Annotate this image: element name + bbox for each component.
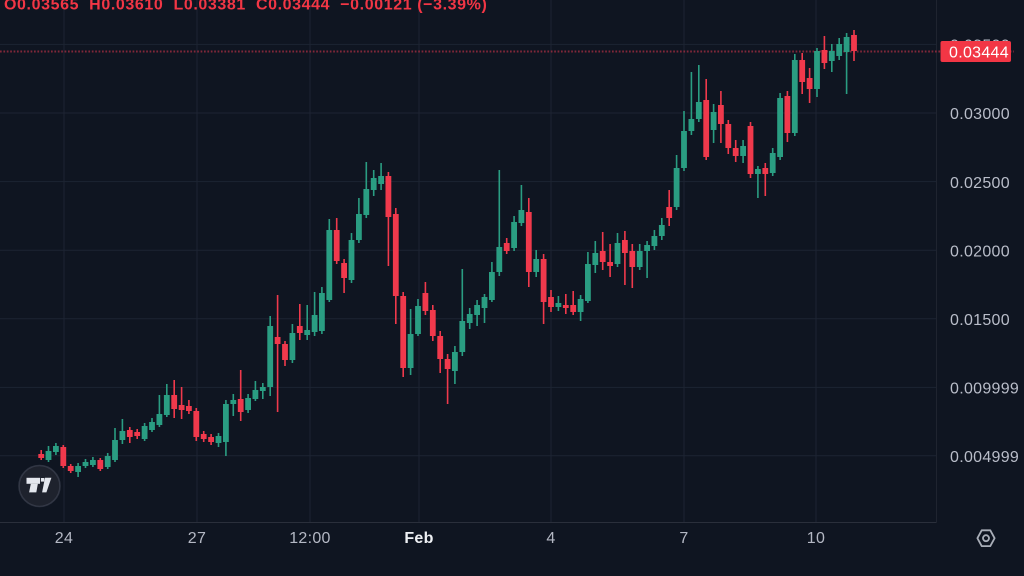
svg-text:0.03444: 0.03444: [949, 45, 1009, 62]
svg-text:0.03000: 0.03000: [950, 106, 1010, 123]
svg-text:0.01500: 0.01500: [950, 312, 1010, 329]
svg-text:O0.03565 H0.03610 L0.03381: O0.03565 H0.03610 L0.03381 C0.03444 −0.0…: [4, 0, 487, 14]
svg-text:7: 7: [679, 530, 688, 547]
svg-text:27: 27: [188, 530, 206, 547]
svg-text:0.02500: 0.02500: [950, 175, 1010, 192]
svg-text:0.02000: 0.02000: [950, 243, 1010, 260]
svg-text:Feb: Feb: [404, 530, 433, 547]
svg-text:0.004999: 0.004999: [950, 449, 1019, 466]
svg-text:24: 24: [55, 530, 73, 547]
svg-text:12:00: 12:00: [289, 530, 331, 547]
svg-text:4: 4: [546, 530, 555, 547]
svg-text:10: 10: [807, 530, 825, 547]
svg-text:0.009999: 0.009999: [950, 381, 1019, 398]
